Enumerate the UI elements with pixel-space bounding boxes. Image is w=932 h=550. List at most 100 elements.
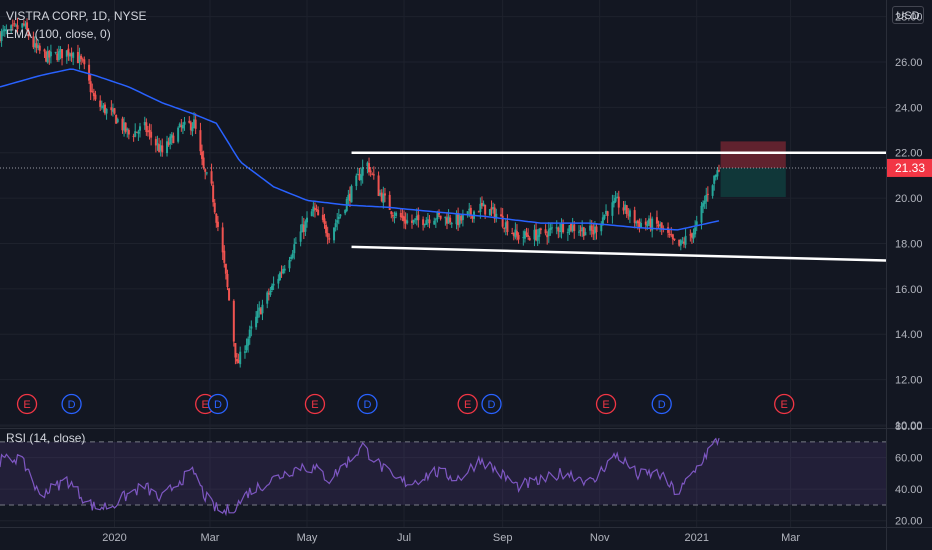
candle-body xyxy=(646,224,649,227)
time-axis-label: 2020 xyxy=(102,532,126,544)
candle-body xyxy=(348,193,351,201)
candle-body xyxy=(361,166,364,176)
price-axis-label: 26.00 xyxy=(895,57,923,69)
candle-body xyxy=(317,209,320,216)
candle-body xyxy=(81,59,84,61)
earnings-event-circle xyxy=(595,393,617,415)
symbol-title[interactable]: VISTRA CORP, 1D, NYSE xyxy=(6,9,147,23)
candle-body xyxy=(412,219,415,223)
candle-body xyxy=(215,213,218,223)
earnings-event-circle xyxy=(304,393,326,415)
candle-body xyxy=(134,131,137,137)
candle-body xyxy=(423,224,426,226)
dividend-event-circle xyxy=(207,393,229,415)
candle-body xyxy=(10,25,13,29)
candle-body xyxy=(636,220,639,224)
earnings-event-marker[interactable]: E xyxy=(457,393,478,415)
candle-body xyxy=(94,94,97,100)
candle-body xyxy=(695,221,698,227)
dividend-event-marker[interactable]: D xyxy=(357,393,378,415)
candle-body xyxy=(294,242,297,244)
candle-body xyxy=(578,231,581,233)
candle-body xyxy=(266,292,269,304)
earnings-event-marker[interactable]: E xyxy=(16,393,38,415)
candle-body xyxy=(406,220,409,224)
candle-body xyxy=(223,250,226,263)
earnings-event-marker[interactable]: E xyxy=(595,393,617,415)
candle-body xyxy=(237,360,240,364)
ema-indicator-label[interactable]: EMA (100, close, 0) xyxy=(6,27,111,41)
dividend-event-label: D xyxy=(658,399,666,411)
dividend-event-label: D xyxy=(214,399,222,411)
candle-body xyxy=(449,217,452,223)
dividend-event-marker[interactable]: D xyxy=(651,393,672,415)
candle-body xyxy=(480,202,483,206)
candle-body xyxy=(479,203,482,212)
currency-button[interactable]: USD xyxy=(892,6,924,24)
candle-body xyxy=(177,127,180,142)
candle-body xyxy=(603,214,606,219)
rsi-axis-label: 40.00 xyxy=(895,484,923,496)
candle-body xyxy=(27,30,30,37)
candle-body xyxy=(239,351,242,365)
candle-body xyxy=(433,220,436,225)
rsi-indicator-label[interactable]: RSI (14, close) xyxy=(6,431,86,445)
dividend-event-marker[interactable]: D xyxy=(207,393,229,415)
candle-body xyxy=(138,126,141,131)
candle-body xyxy=(716,170,719,177)
dividend-event-marker[interactable]: D xyxy=(481,393,502,415)
candle-body xyxy=(243,351,246,353)
candle-body xyxy=(426,219,429,221)
candle-body xyxy=(592,230,595,235)
candle-body xyxy=(436,212,439,220)
candle-body xyxy=(305,217,308,223)
earnings-event-marker[interactable]: E xyxy=(774,393,795,415)
candle-body xyxy=(434,219,437,221)
candle-body xyxy=(170,134,173,138)
earnings-event-marker[interactable]: E xyxy=(304,393,326,415)
candle-body xyxy=(614,197,617,202)
candle-body xyxy=(148,130,151,132)
last-price-label: 21.33 xyxy=(895,161,925,175)
earnings-event-label: E xyxy=(602,399,609,411)
candle-body xyxy=(143,122,146,126)
candle-body xyxy=(80,55,83,60)
candle-body xyxy=(3,28,6,32)
candle-body xyxy=(547,229,550,237)
candle-body xyxy=(514,229,517,238)
candle-body xyxy=(605,210,608,215)
candle-body xyxy=(504,222,507,229)
candle-body xyxy=(65,50,68,57)
candle-body xyxy=(401,215,404,218)
candle-body xyxy=(113,108,116,114)
candle-body xyxy=(660,222,663,229)
candle-body xyxy=(302,224,305,232)
candle-body xyxy=(11,24,14,26)
candle-body xyxy=(700,205,703,223)
candle-body xyxy=(527,234,530,237)
candle-body xyxy=(469,207,472,215)
dividend-event-marker[interactable]: D xyxy=(61,393,82,415)
price-axis-label: 18.00 xyxy=(895,238,923,250)
candle-body xyxy=(59,49,62,53)
price-axis-label: 16.00 xyxy=(895,284,923,296)
candle-body xyxy=(550,227,553,229)
candle-body xyxy=(0,31,3,41)
candle-body xyxy=(183,121,186,125)
candle-body xyxy=(100,106,103,108)
candle-body xyxy=(123,122,126,131)
candle-body xyxy=(659,224,662,226)
candle-body xyxy=(68,54,71,57)
candle-body xyxy=(689,234,692,236)
earnings-event-label: E xyxy=(23,399,30,411)
candle-body xyxy=(393,217,396,219)
candle-body xyxy=(333,227,336,241)
candle-body xyxy=(78,55,81,62)
candle-body xyxy=(379,193,382,195)
candle-body xyxy=(644,221,647,225)
candle-body xyxy=(417,214,420,221)
candle-body xyxy=(589,225,592,231)
candle-body xyxy=(549,227,552,230)
candle-body xyxy=(388,194,391,210)
